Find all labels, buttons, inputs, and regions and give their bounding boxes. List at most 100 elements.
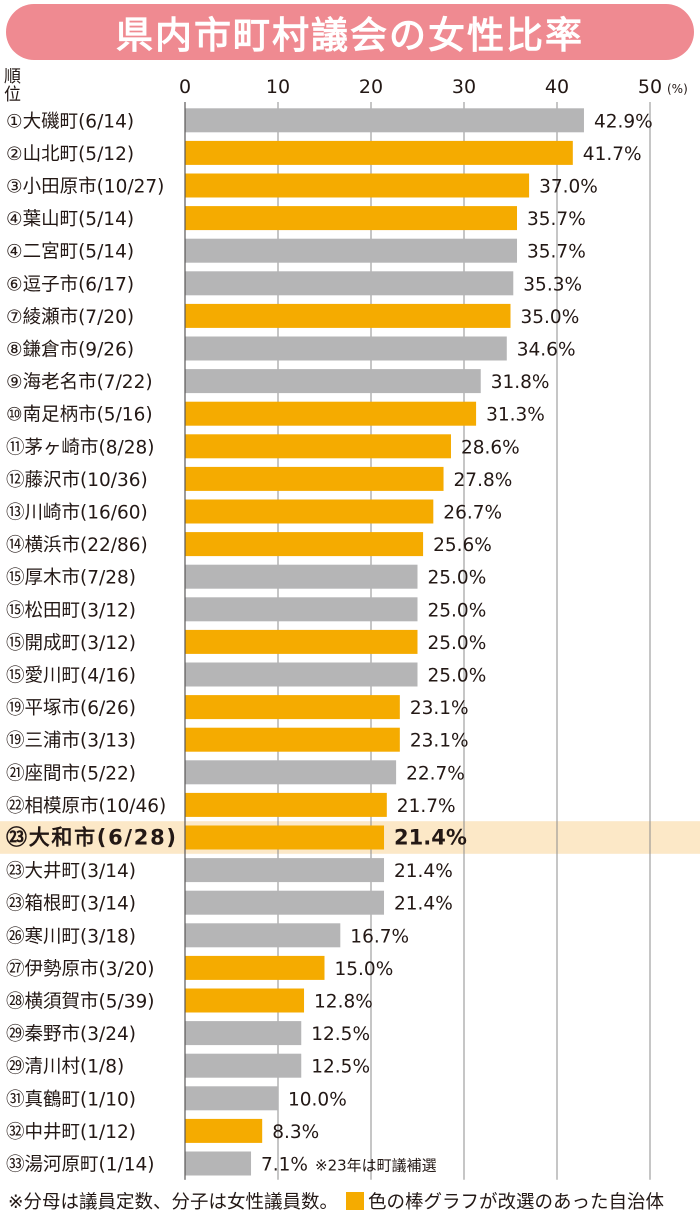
category-label: ㉑座間市(5/22) — [6, 763, 136, 784]
data-label: 31.8% — [491, 372, 550, 393]
bar — [185, 792, 387, 817]
data-label: 41.7% — [583, 144, 642, 165]
data-label: 25.6% — [433, 535, 492, 556]
note-text: ※23年は町議補選 — [315, 1157, 437, 1175]
bar — [185, 760, 397, 785]
data-label: 21.4% — [394, 826, 467, 850]
bar — [185, 564, 418, 589]
bar — [185, 825, 385, 850]
category-label: ⑦綾瀬市(7/20) — [6, 307, 134, 328]
bar — [185, 1021, 302, 1046]
data-label: 35.7% — [527, 242, 586, 263]
bar — [185, 434, 451, 459]
bar — [185, 597, 418, 622]
data-label: 12.5% — [311, 1024, 370, 1045]
footer-left-text: ※分母は議員定数、分子は女性議員数。 — [8, 1192, 339, 1213]
footer-legend-text: 色の棒グラフが改選のあった自治体 — [368, 1192, 665, 1213]
bar — [185, 173, 530, 198]
data-label: 21.7% — [397, 796, 456, 817]
category-label: ⑧鎌倉市(9/26) — [6, 340, 134, 361]
rank-header-1: 順 — [4, 67, 21, 87]
category-label: ①大磯町(6/14) — [6, 111, 134, 132]
category-label: ⑩南足柄市(5/16) — [6, 405, 153, 426]
rank-header-2: 位 — [4, 85, 21, 105]
bar — [185, 662, 418, 687]
data-label: 23.1% — [410, 698, 469, 719]
data-label: 35.7% — [527, 209, 586, 230]
category-label: ⑫藤沢市(10/36) — [6, 470, 148, 491]
bar — [185, 532, 424, 557]
data-label: 35.3% — [523, 274, 582, 295]
category-label: ④二宮町(5/14) — [6, 242, 134, 263]
bar — [185, 955, 325, 980]
category-label: ⑭横浜市(22/86) — [6, 535, 148, 556]
bar — [185, 858, 385, 883]
bar — [185, 988, 305, 1013]
bar — [185, 1086, 278, 1111]
category-label: ⑮開成町(3/12) — [6, 633, 136, 654]
x-tick-label: 50 — [638, 76, 662, 98]
bar — [185, 336, 507, 361]
bar — [185, 727, 400, 752]
bar — [185, 890, 385, 915]
data-label: 7.1% — [261, 1155, 308, 1176]
category-label: ⑥逗子市(6/17) — [6, 274, 134, 295]
data-label: 42.9% — [594, 111, 653, 132]
data-label: 23.1% — [410, 731, 469, 752]
category-label: ㉖寒川町(3/18) — [6, 926, 136, 947]
bar — [185, 466, 444, 491]
chart-title-banner: 県内市町村議会の女性比率 — [6, 4, 694, 60]
data-label: 35.0% — [521, 307, 580, 328]
category-label: ㉓大井町(3/14) — [6, 861, 136, 882]
category-label: ㉓箱根町(3/14) — [6, 894, 136, 915]
category-label: ⑲三浦市(3/13) — [6, 731, 136, 752]
data-label: 10.0% — [288, 1089, 347, 1110]
x-tick-label: 0 — [179, 76, 191, 98]
category-label: ㉙秦野市(3/24) — [6, 1024, 136, 1045]
data-label: 26.7% — [443, 503, 502, 524]
bar — [185, 695, 400, 720]
data-label: 25.0% — [428, 600, 487, 621]
x-axis-unit: (%) — [667, 82, 688, 96]
category-label: ⑮愛川町(4/16) — [6, 666, 136, 687]
data-label: 25.0% — [428, 568, 487, 589]
bar — [185, 303, 511, 328]
data-label: 25.0% — [428, 666, 487, 687]
category-label: ㉙清川村(1/8) — [6, 1057, 124, 1078]
category-label: ⑬川崎市(16/60) — [6, 503, 148, 524]
bar — [185, 629, 418, 654]
data-label: 8.3% — [272, 1122, 319, 1143]
x-tick-label: 10 — [266, 76, 290, 98]
bar — [185, 369, 481, 394]
category-label: ④葉山町(5/14) — [6, 209, 134, 230]
bar — [185, 140, 573, 165]
bar — [185, 401, 477, 426]
category-label: ㉛真鶴町(1/10) — [6, 1089, 136, 1110]
data-label: 12.8% — [314, 992, 373, 1013]
bar — [185, 238, 518, 263]
bar — [185, 499, 434, 524]
category-label: ㉗伊勢原市(3/20) — [6, 959, 154, 980]
legend-swatch-reelected — [346, 1192, 365, 1210]
category-label: ⑲平塚市(6/26) — [6, 698, 136, 719]
chart-title: 県内市町村議会の女性比率 — [116, 14, 584, 57]
category-label: ㉜中井町(1/12) — [6, 1122, 136, 1143]
bar — [185, 108, 584, 133]
data-label: 37.0% — [539, 177, 598, 198]
category-label: ③小田原市(10/27) — [6, 177, 164, 198]
data-label: 12.5% — [311, 1057, 370, 1078]
data-label: 15.0% — [335, 959, 394, 980]
category-label: ㉒相模原市(10/46) — [6, 796, 166, 817]
x-tick-label: 30 — [452, 76, 476, 98]
category-label: ㉘横須賀市(5/39) — [6, 992, 154, 1013]
data-label: 16.7% — [350, 926, 409, 947]
bar — [185, 1118, 263, 1143]
category-label: ㉓大和市(6/28) — [6, 826, 176, 850]
bar — [185, 206, 518, 231]
data-label: 27.8% — [454, 470, 513, 491]
category-label: ⑨海老名市(7/22) — [6, 372, 153, 393]
category-label: ⑮松田町(3/12) — [6, 600, 136, 621]
x-tick-label: 20 — [359, 76, 383, 98]
category-label: ②山北町(5/12) — [6, 144, 134, 165]
data-label: 28.6% — [461, 437, 520, 458]
